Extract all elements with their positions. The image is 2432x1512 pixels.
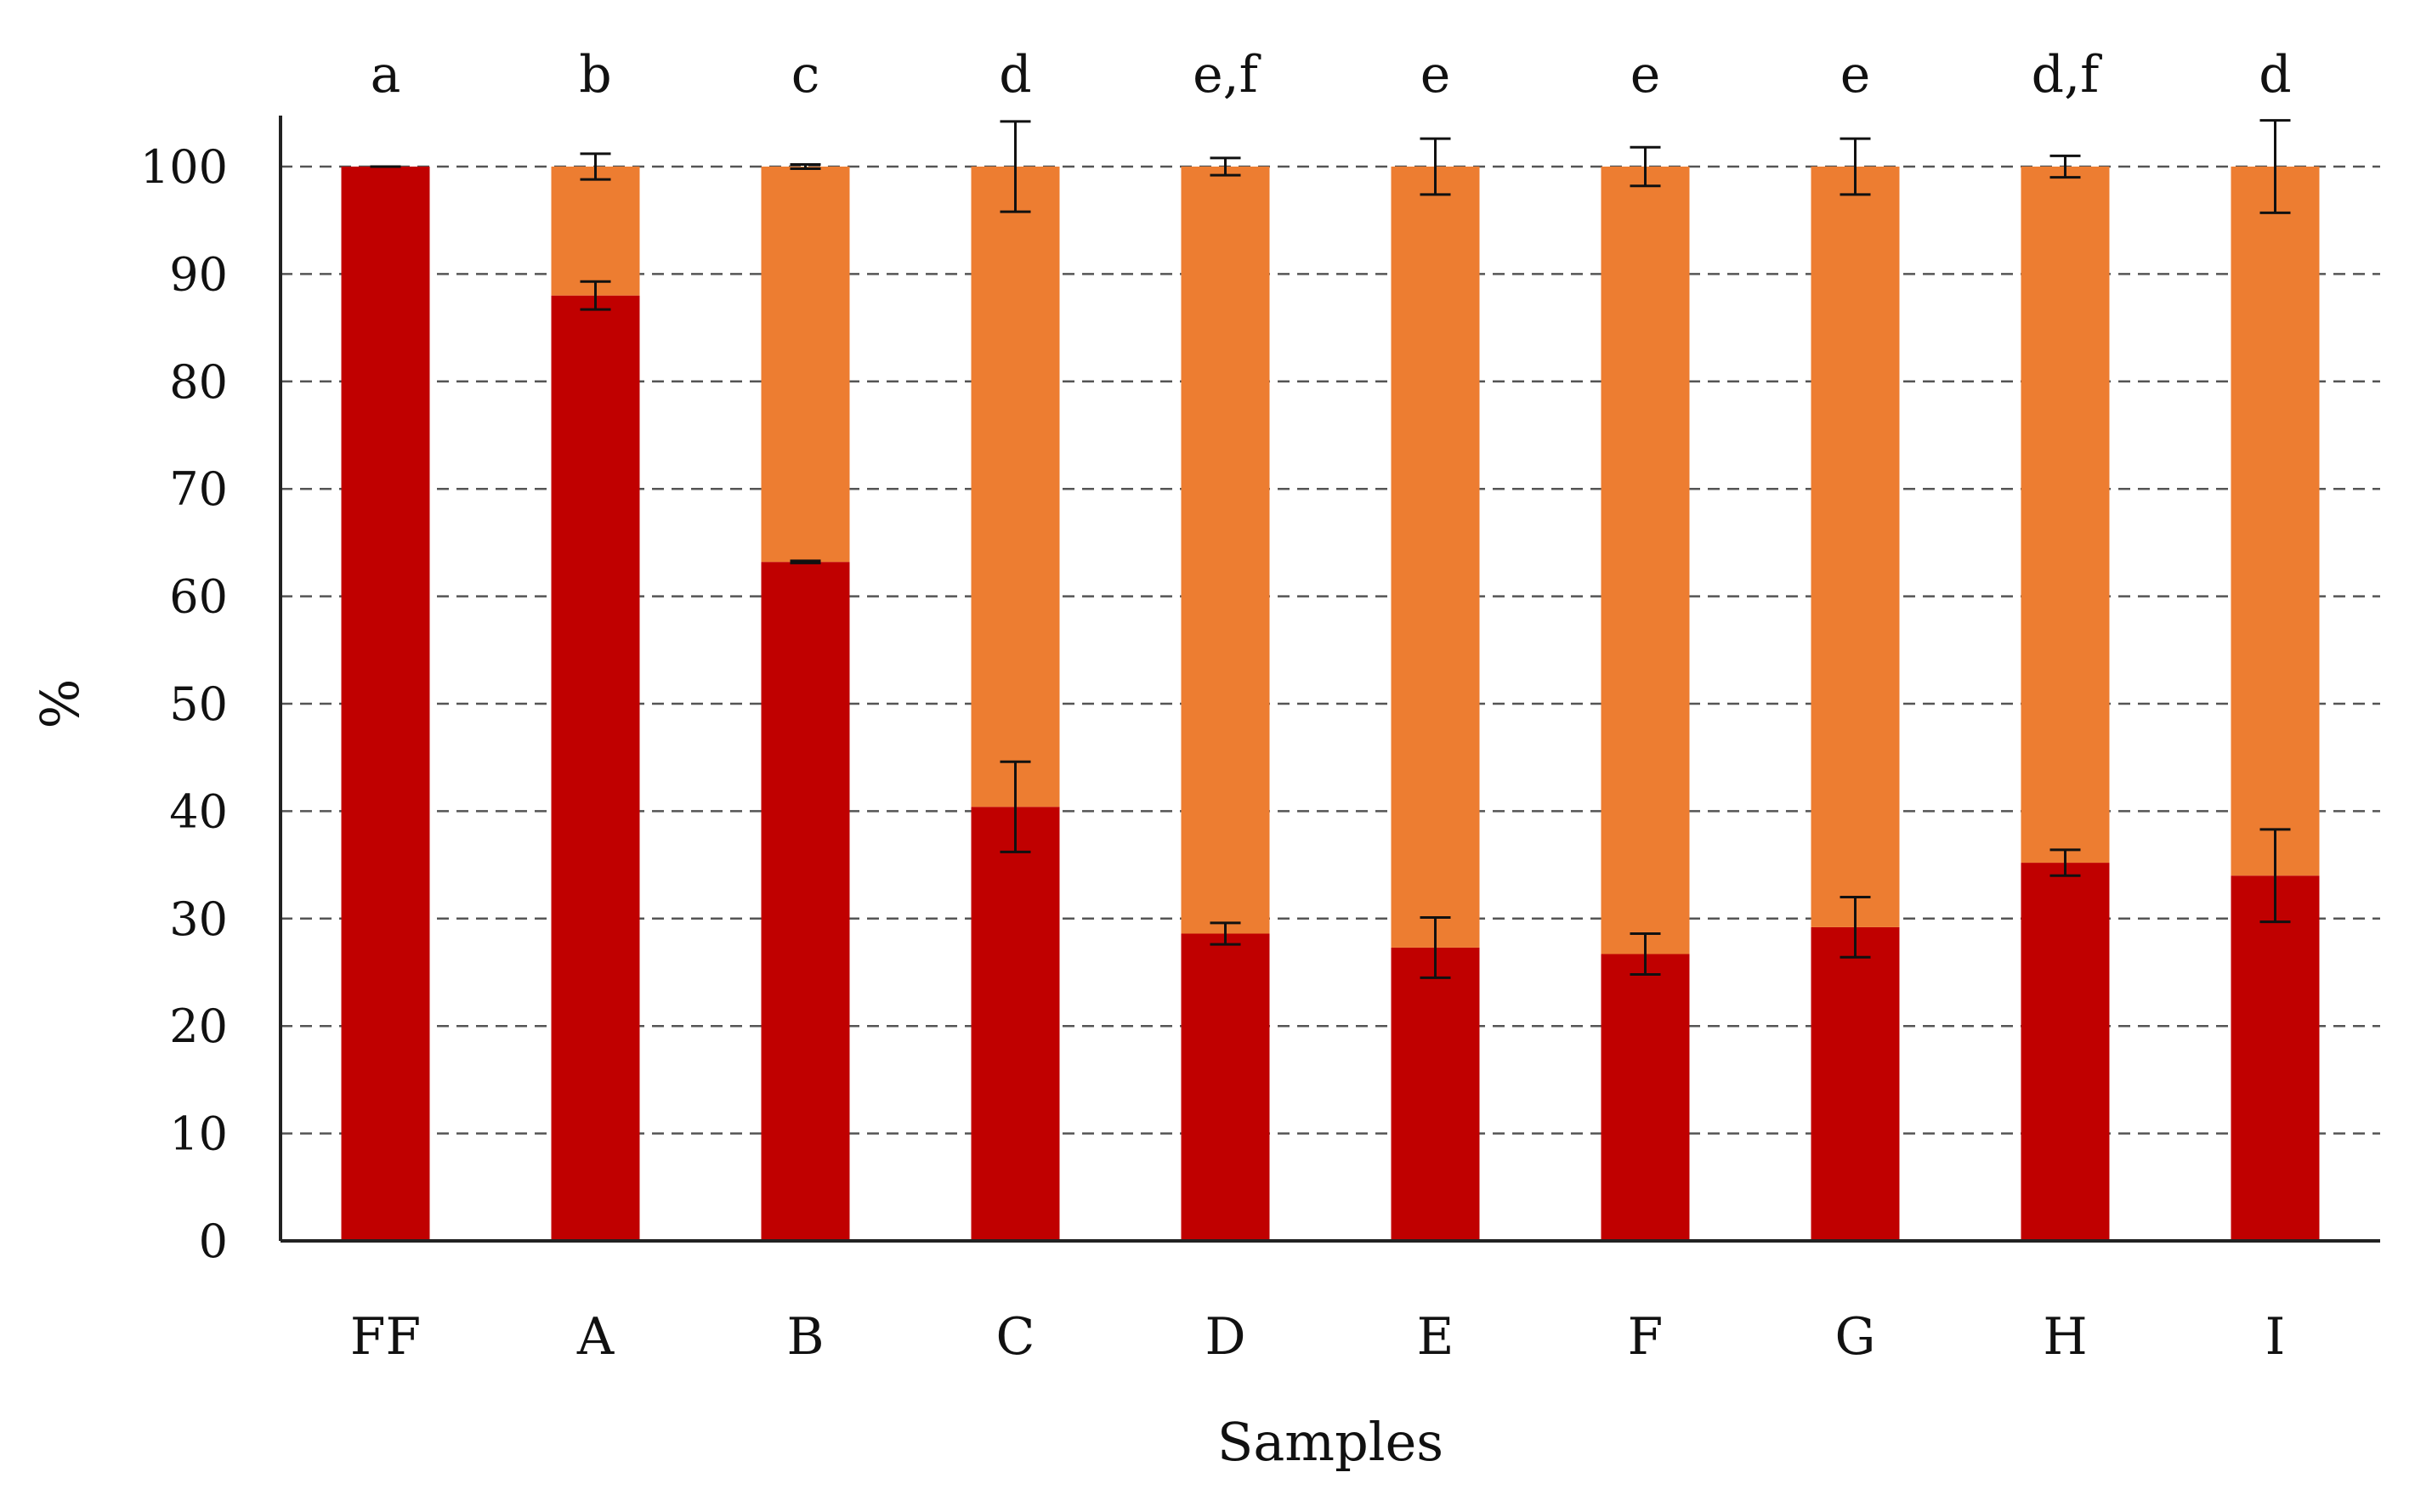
bar-segment-1	[551, 167, 640, 296]
bar-segment-0	[1181, 933, 1270, 1241]
significance-letter: e	[1840, 45, 1871, 105]
y-tick-label: 20	[169, 1000, 228, 1053]
y-tick-label: 30	[169, 892, 228, 946]
x-tick-label: H	[2043, 1307, 2087, 1367]
bar-segment-0	[1391, 947, 1480, 1241]
x-axis-title: Samples	[1217, 1411, 1443, 1473]
bar-segment-1	[1391, 167, 1480, 948]
significance-letter: d	[2259, 45, 2291, 105]
y-tick-label: 50	[169, 677, 228, 731]
bar-segment-1	[2021, 167, 2110, 864]
bar-segment-0	[341, 167, 430, 1241]
bar-segment-0	[971, 807, 1060, 1241]
y-axis-title: %	[29, 679, 91, 729]
significance-letter: d	[999, 45, 1031, 105]
significance-letter: b	[579, 45, 611, 105]
x-tick-label: C	[996, 1307, 1035, 1367]
y-tick-label: 100	[140, 140, 228, 194]
bar-segment-1	[2231, 167, 2320, 876]
bar-segment-1	[971, 167, 1060, 807]
y-tick-labels: 0 10 20 30 40 50 60 70 80 90 100	[140, 140, 228, 1268]
y-tick-label: 60	[169, 570, 228, 624]
significance-letter: a	[371, 45, 401, 105]
significance-letter: e	[1630, 45, 1661, 105]
bar-segment-1	[761, 167, 850, 563]
significance-letter: d,f	[2032, 45, 2102, 105]
significance-letter: c	[791, 45, 820, 105]
y-tick-label: 70	[169, 462, 228, 516]
bar-segment-1	[1181, 167, 1270, 934]
x-tick-label: B	[786, 1307, 824, 1367]
bar-segment-0	[761, 562, 850, 1241]
x-tick-label: I	[2265, 1307, 2286, 1367]
bars	[341, 167, 2320, 1242]
bar-segment-0	[551, 295, 640, 1242]
bar-segment-0	[2021, 863, 2110, 1241]
significance-letter: e	[1420, 45, 1451, 105]
y-tick-label: 80	[169, 355, 228, 409]
y-tick-label: 10	[169, 1107, 228, 1161]
x-tick-label: G	[1835, 1307, 1876, 1367]
y-tick-label: 90	[169, 247, 228, 301]
axes	[279, 116, 2380, 1243]
x-tick-label: E	[1417, 1307, 1454, 1367]
bar-segment-0	[2231, 875, 2320, 1241]
y-tick-label: 40	[169, 784, 228, 838]
bar-segment-0	[1601, 954, 1690, 1241]
x-tick-label: FF	[350, 1307, 421, 1367]
x-tick-label: F	[1628, 1307, 1664, 1367]
error-bars	[370, 119, 2291, 979]
significance-letters: a b c d e,f e e e d,f d	[371, 45, 2292, 105]
bar-segment-0	[1811, 926, 1900, 1241]
y-tick-label: 0	[199, 1215, 228, 1268]
significance-letter: e,f	[1193, 45, 1261, 105]
bar-segment-1	[1811, 167, 1900, 927]
x-tick-labels: FF A B C D E F G H I	[350, 1307, 2285, 1367]
bar-segment-1	[1601, 167, 1690, 954]
x-tick-label: A	[576, 1307, 615, 1367]
x-tick-label: D	[1205, 1307, 1245, 1367]
